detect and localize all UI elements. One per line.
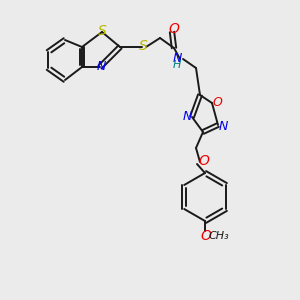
Text: S: S xyxy=(98,24,106,38)
Text: N: N xyxy=(172,52,182,64)
Text: H: H xyxy=(173,60,181,70)
Text: N: N xyxy=(96,61,106,74)
Text: O: O xyxy=(169,22,179,36)
Text: N: N xyxy=(218,119,228,133)
Text: CH₃: CH₃ xyxy=(209,231,229,241)
Text: S: S xyxy=(139,39,147,53)
Text: O: O xyxy=(201,229,212,243)
Text: N: N xyxy=(182,110,192,124)
Text: O: O xyxy=(212,95,222,109)
Text: O: O xyxy=(199,154,209,168)
